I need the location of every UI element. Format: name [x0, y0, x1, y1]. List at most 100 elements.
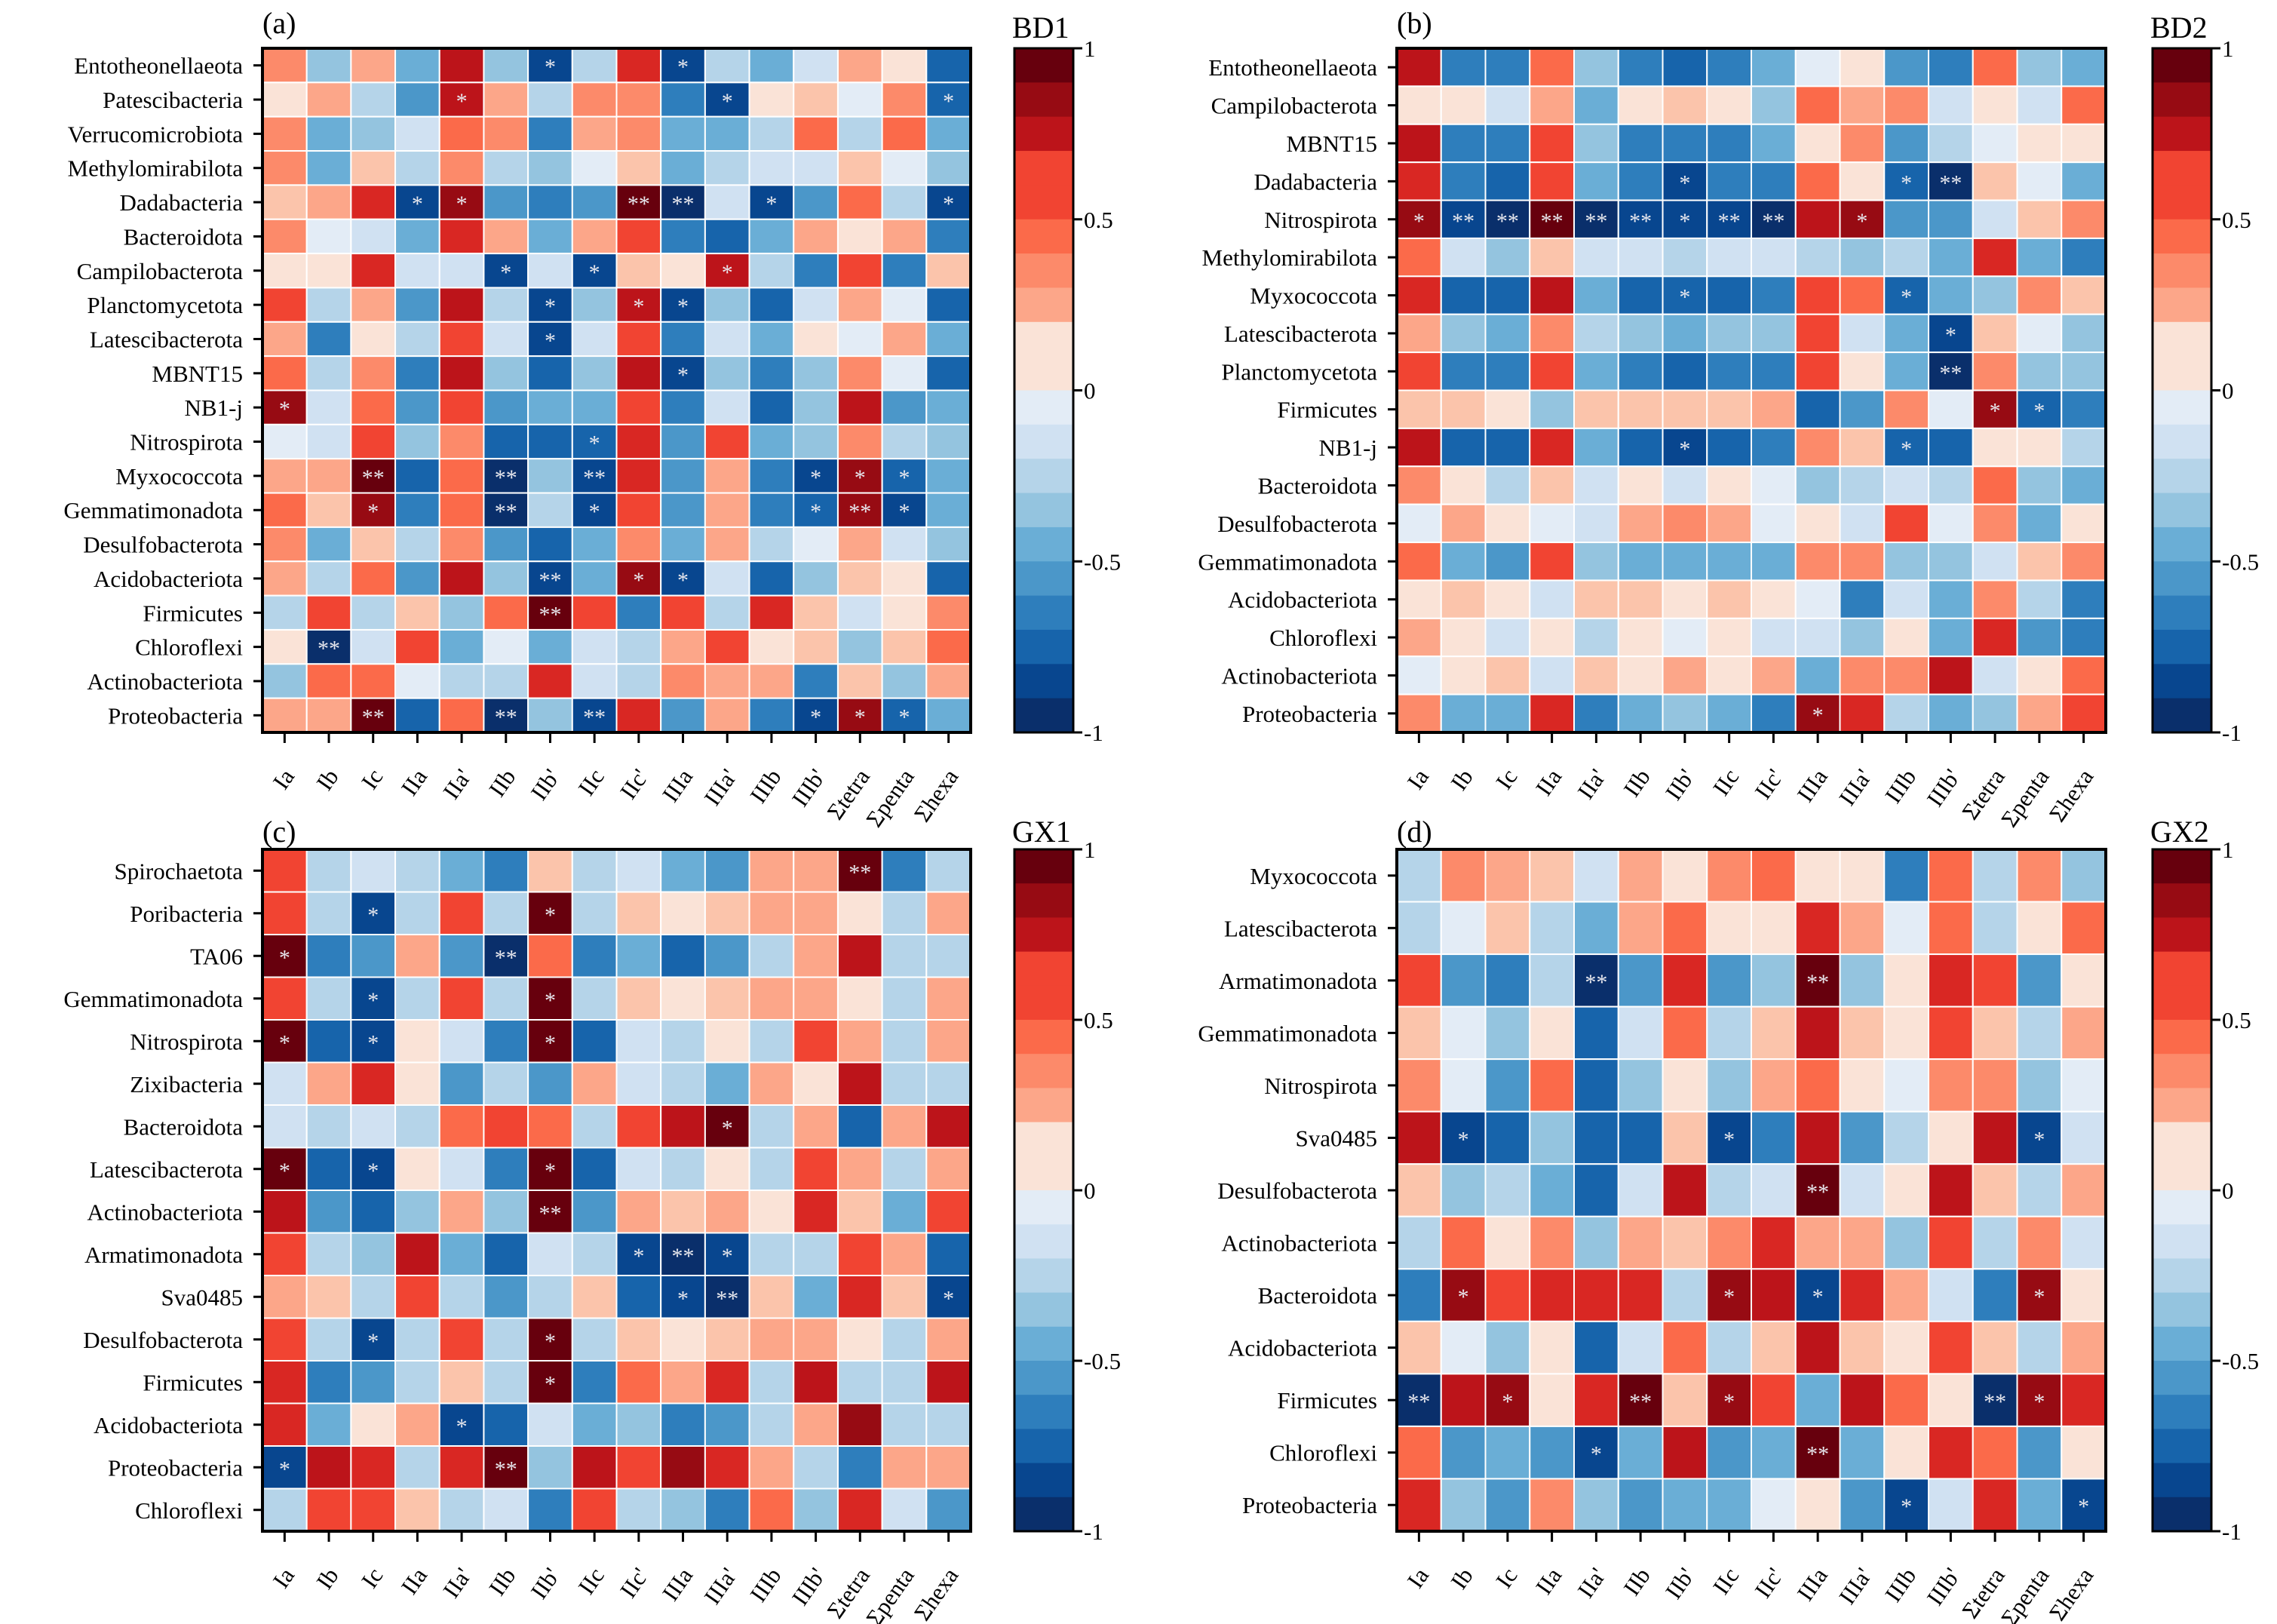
heatmap-cell [836, 594, 883, 631]
colorbar-bin [1014, 493, 1073, 528]
significance-mark: * [1945, 323, 1956, 348]
heatmap-cell [438, 663, 485, 699]
heatmap-cell [483, 1147, 529, 1191]
heatmap-cell [793, 1232, 839, 1276]
heatmap-cell [305, 150, 352, 186]
heatmap-cell [836, 81, 883, 118]
colorbar-bin [1014, 1054, 1073, 1088]
panel-d-gx2: (d) GX2** *** * **** * * *** * ** * ** ** *** *Myxococ… [1198, 815, 2259, 1624]
heatmap-cell [1839, 199, 1886, 239]
heatmap-cell [1484, 427, 1531, 468]
heatmap-cell [615, 1190, 662, 1234]
heatmap-cell [793, 1147, 839, 1191]
significance-mark: * [545, 903, 556, 928]
heatmap-cell [1662, 579, 1708, 619]
heatmap-cell [1662, 1163, 1708, 1217]
heatmap-cell [1396, 1478, 1442, 1533]
heatmap-cell [350, 1275, 397, 1319]
colorbar-bin [1014, 1497, 1073, 1532]
significance-mark: * [1812, 703, 1824, 728]
heatmap-cell [1839, 503, 1886, 544]
heatmap-cell [1794, 352, 1841, 391]
heatmap-cell [793, 628, 839, 665]
heatmap-cell [2016, 953, 2063, 1008]
colorbar-bin [1014, 1088, 1073, 1123]
heatmap-cell [1883, 352, 1929, 391]
row-label: Nitrospirota [130, 429, 243, 456]
heatmap-cell [1396, 1215, 1442, 1270]
heatmap-cell [836, 1402, 883, 1447]
heatmap-cell [1883, 1373, 1929, 1427]
heatmap-cell [704, 1317, 750, 1362]
heatmap-cell [438, 389, 485, 425]
heatmap-cell [881, 150, 928, 186]
colorbar-bin [1014, 48, 1073, 83]
heatmap-cell [748, 560, 795, 597]
heatmap-cell [2016, 161, 2063, 201]
heatmap-cell [1396, 48, 1442, 87]
heatmap-cell [793, 663, 839, 699]
heatmap-cell [1529, 1058, 1575, 1113]
heatmap-cell [1484, 85, 1531, 125]
heatmap-cell [1617, 389, 1664, 429]
heatmap-cell [1706, 617, 1752, 658]
heatmap-cell [1794, 542, 1841, 582]
heatmap-cell [660, 287, 706, 323]
panel-title: BD2 [2150, 11, 2208, 45]
heatmap-cell [2016, 1425, 2063, 1480]
heatmap-cell [1662, 237, 1708, 278]
heatmap-cell [1529, 1478, 1575, 1533]
heatmap-cell [1706, 48, 1752, 87]
heatmap-cell [438, 1147, 485, 1191]
row-label: MBNT15 [152, 361, 243, 387]
heatmap-cell [1440, 901, 1487, 956]
significance-mark: * [855, 705, 866, 729]
heatmap-cell [1617, 617, 1664, 658]
heatmap-cell [483, 526, 529, 563]
heatmap-cell [1573, 1320, 1619, 1375]
significance-mark: ** [539, 1201, 561, 1226]
colorbar-bin [2153, 493, 2211, 528]
significance-mark: * [766, 192, 777, 216]
row-label: Campilobacterota [1211, 93, 1378, 119]
heatmap-cell [1972, 1425, 2018, 1480]
heatmap-cell [1573, 1005, 1619, 1061]
significance-mark: * [1679, 170, 1690, 195]
row-label: Actinobacteriota [87, 668, 243, 695]
heatmap-cell [2061, 1215, 2107, 1270]
heatmap-cell [527, 1445, 573, 1490]
colorbar-bin [1014, 1156, 1073, 1191]
significance-mark: ** [495, 1457, 517, 1481]
heatmap-cell [925, 1019, 971, 1064]
heatmap-cell [836, 663, 883, 699]
heatmap-cell [1662, 503, 1708, 544]
heatmap-cell [1529, 1005, 1575, 1061]
panel-label: (a) [262, 6, 296, 40]
colorbar-bin [1014, 1429, 1073, 1464]
colorbar-bin [1014, 1395, 1073, 1429]
heatmap-cell [394, 1061, 440, 1106]
heatmap-cell [1617, 427, 1664, 468]
significance-mark: ** [849, 860, 871, 885]
heatmap-cell [704, 1147, 750, 1191]
heatmap-cell [2061, 693, 2107, 733]
heatmap-cell [836, 526, 883, 563]
colorbar-bin [2153, 1190, 2211, 1225]
heatmap-frame [261, 848, 972, 1533]
heatmap-cell [1440, 237, 1487, 278]
heatmap-cell [438, 1445, 485, 1490]
heatmap-cell [660, 321, 706, 358]
heatmap-cell [660, 594, 706, 631]
heatmap-cell [1573, 465, 1619, 505]
panel-label: (c) [262, 815, 296, 849]
heatmap-cell [704, 423, 750, 460]
heatmap-cell [1617, 237, 1664, 278]
heatmap-cell [615, 594, 662, 631]
significance-mark: ** [1585, 970, 1607, 995]
heatmap-cell [1751, 542, 1797, 582]
heatmap-cell [571, 628, 618, 665]
heatmap-cell [262, 48, 308, 84]
colorbar-tick-label: 0.5 [1084, 207, 1113, 233]
row-label: Dadabacteria [120, 189, 244, 216]
heatmap-cell [483, 594, 529, 631]
